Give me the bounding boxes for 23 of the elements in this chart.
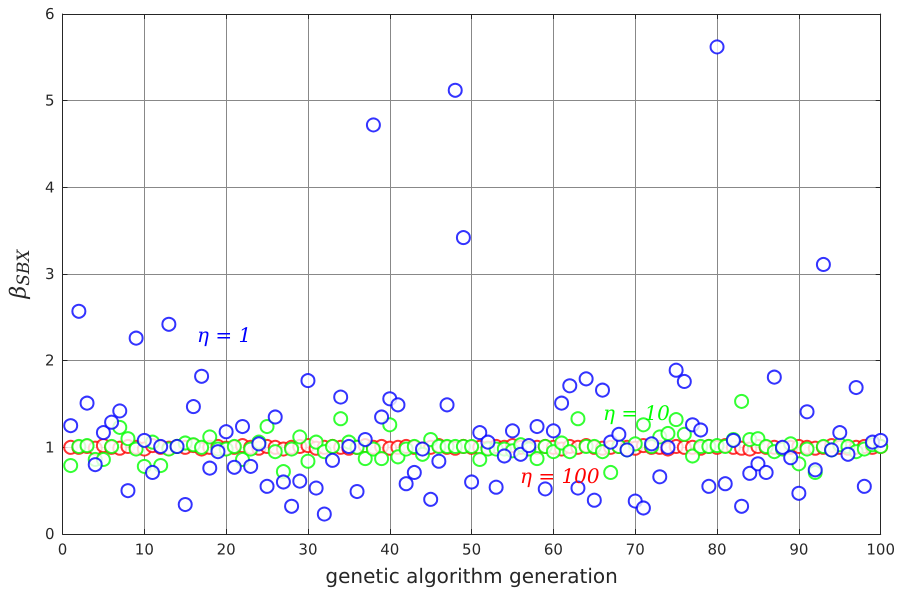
x-tick-label: 30 (298, 540, 318, 558)
annotation: η = 10 (603, 401, 670, 425)
x-tick-label: 80 (708, 540, 727, 558)
y-tick-label: 3 (44, 265, 54, 283)
x-tick-label: 100 (866, 540, 896, 558)
y-tick-label: 5 (44, 92, 54, 110)
x-tick-label: 10 (134, 540, 154, 558)
x-tick-label: 20 (216, 540, 236, 558)
y-axis-title: βSBX (6, 248, 34, 300)
x-tick-label: 40 (380, 540, 400, 558)
y-tick-label: 1 (44, 438, 54, 456)
x-tick-label: 70 (626, 540, 645, 558)
y-tick-label: 6 (44, 5, 54, 23)
x-axis-title: genetic algorithm generation (325, 564, 618, 588)
annotation: η = 100 (520, 464, 600, 488)
y-tick-label: 0 (44, 525, 54, 543)
y-tick-label: 2 (44, 352, 54, 370)
x-tick-label: 90 (789, 540, 808, 558)
x-tick-label: 60 (544, 540, 563, 558)
x-tick-label: 0 (58, 540, 68, 558)
x-tick-label: 50 (462, 540, 482, 558)
annotation: η = 1 (197, 323, 252, 347)
y-tick-label: 4 (44, 178, 54, 196)
